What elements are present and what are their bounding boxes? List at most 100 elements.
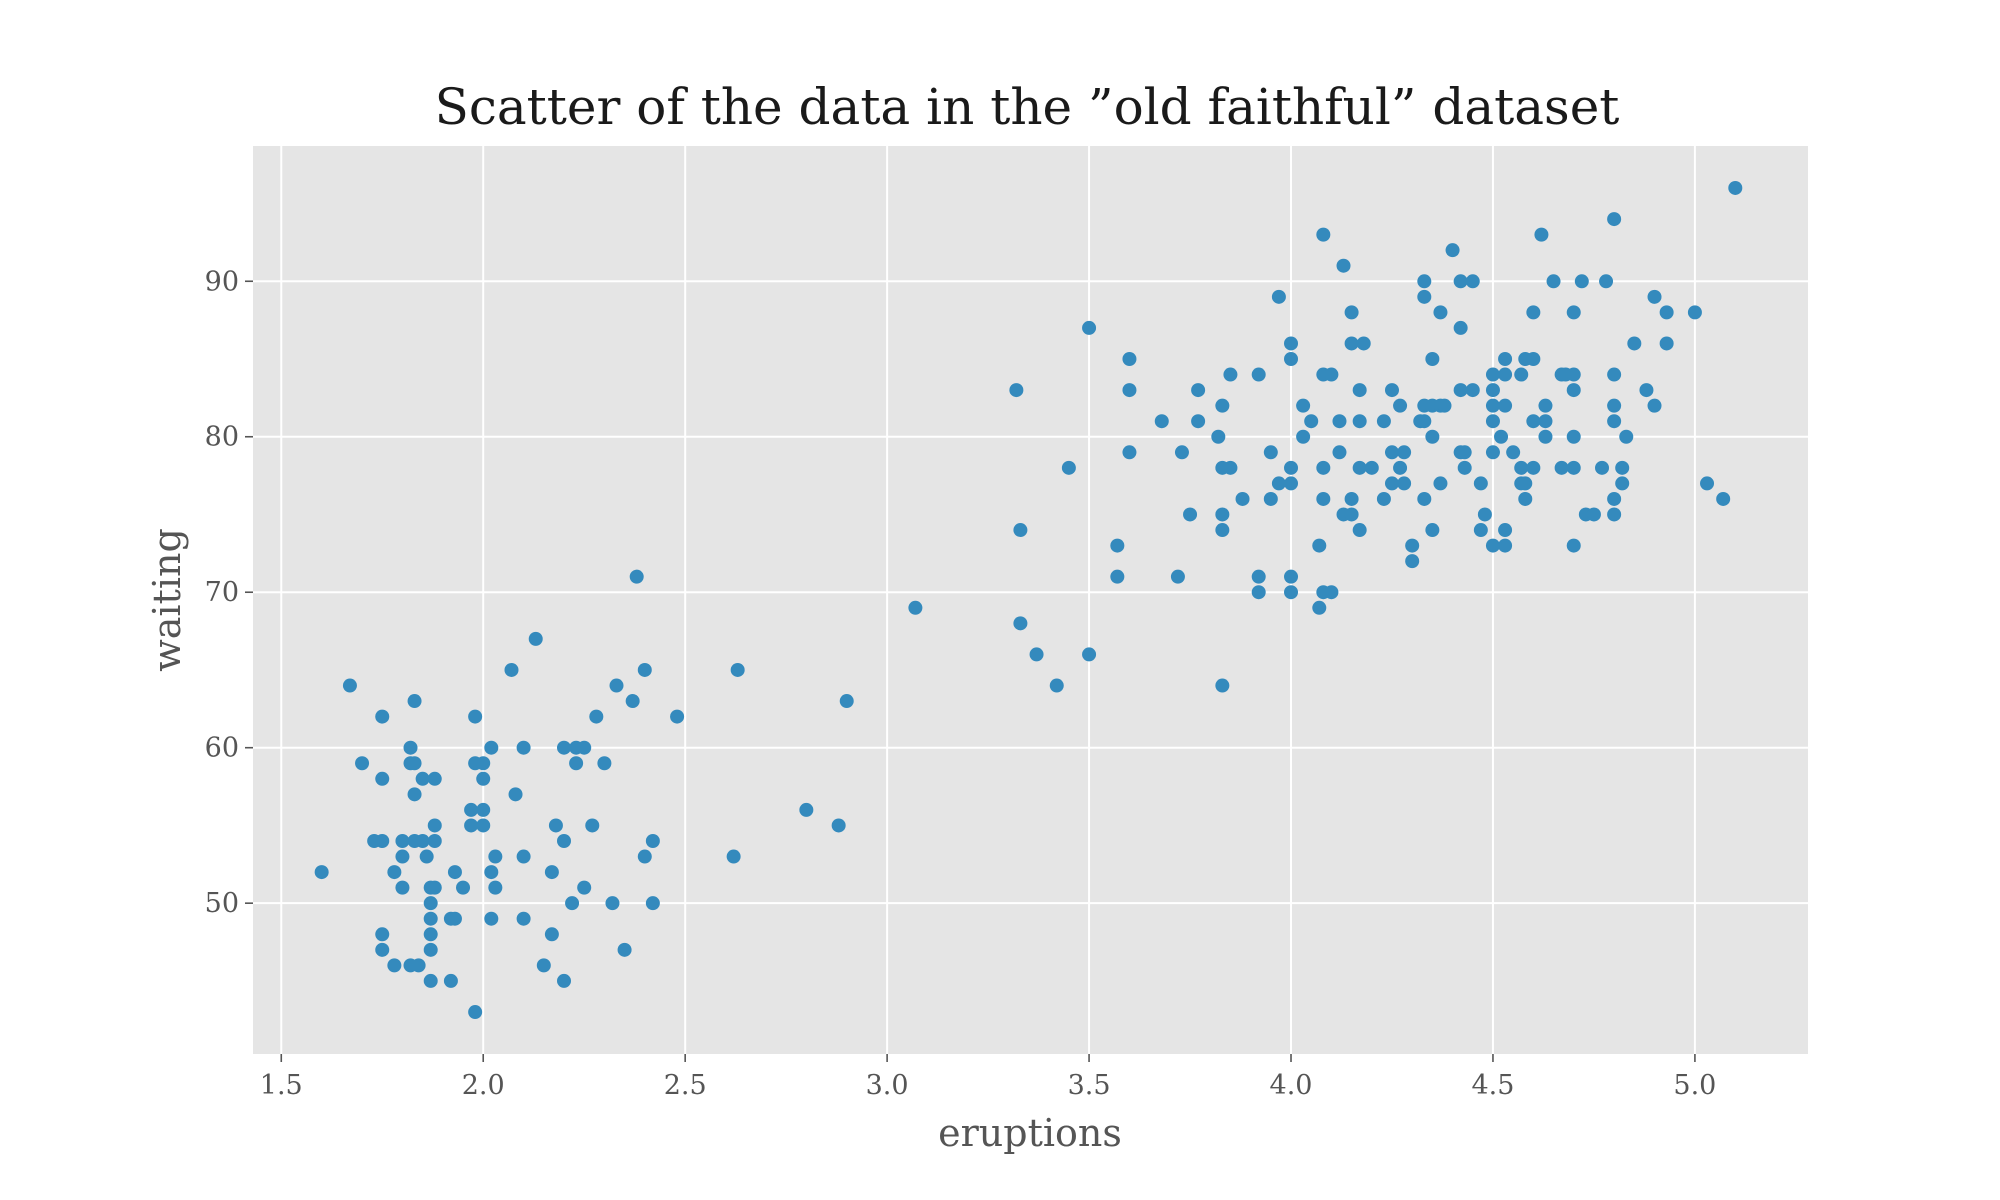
data-point (1336, 258, 1351, 273)
data-point (1615, 476, 1630, 491)
data-point (407, 787, 422, 802)
data-point (1284, 585, 1299, 600)
data-point (565, 896, 580, 911)
data-point (726, 849, 741, 864)
data-point (544, 865, 559, 880)
data-point (1417, 491, 1432, 506)
data-point (1687, 305, 1702, 320)
data-point (645, 896, 660, 911)
data-point (411, 958, 426, 973)
data-point (1324, 585, 1339, 600)
data-point (1397, 476, 1412, 491)
data-point (1013, 616, 1028, 631)
data-point (1566, 429, 1581, 444)
data-point (536, 958, 551, 973)
data-point (1296, 398, 1311, 413)
data-point (1554, 460, 1569, 475)
data-point (1607, 491, 1622, 506)
data-point (1344, 336, 1359, 351)
data-point (1566, 367, 1581, 382)
data-point (645, 833, 660, 848)
data-point (1170, 569, 1185, 584)
data-point (1332, 414, 1347, 429)
data-point (1110, 569, 1125, 584)
data-point (504, 662, 519, 677)
data-point (831, 818, 846, 833)
data-point (314, 865, 329, 880)
data-point (375, 771, 390, 786)
data-point (637, 662, 652, 677)
data-point (447, 911, 462, 926)
data-point (1223, 460, 1238, 475)
data-point (1485, 445, 1500, 460)
data-point (1284, 336, 1299, 351)
data-point (1498, 352, 1513, 367)
data-point (423, 973, 438, 988)
data-point (1122, 445, 1137, 460)
data-point (403, 740, 418, 755)
data-point (1251, 585, 1266, 600)
data-point (1566, 460, 1581, 475)
data-point (528, 631, 543, 646)
data-point (1304, 414, 1319, 429)
data-point (1215, 523, 1230, 538)
data-point (1538, 414, 1553, 429)
data-point (1514, 460, 1529, 475)
data-point (1405, 538, 1420, 553)
data-point (476, 771, 491, 786)
data-point (1498, 538, 1513, 553)
data-point (585, 818, 600, 833)
data-point (468, 1005, 483, 1020)
data-point (407, 694, 422, 709)
data-point (419, 849, 434, 864)
data-point (1534, 227, 1549, 242)
data-point (1453, 274, 1468, 289)
data-point (395, 849, 410, 864)
data-point (355, 756, 370, 771)
data-point (548, 818, 563, 833)
data-point (1271, 476, 1286, 491)
data-point (415, 833, 430, 848)
data-point (456, 880, 471, 895)
data-point (1284, 569, 1299, 584)
data-point (1494, 429, 1509, 444)
data-point (342, 678, 357, 693)
data-point (1498, 523, 1513, 538)
data-point (1191, 414, 1206, 429)
data-point (1595, 460, 1610, 475)
data-point (423, 927, 438, 942)
data-point (476, 818, 491, 833)
data-point (629, 569, 644, 584)
data-point (1417, 414, 1432, 429)
data-point (1352, 383, 1367, 398)
data-point (488, 849, 503, 864)
data-point (1344, 507, 1359, 522)
data-point (1296, 429, 1311, 444)
grid-lines (253, 146, 1808, 1054)
data-point (1417, 274, 1432, 289)
data-point (375, 833, 390, 848)
x-axis-label: eruptions (938, 1111, 1122, 1155)
data-point (1607, 507, 1622, 522)
data-point (464, 818, 479, 833)
axis-ticks: 1.5 2.0 2.5 3.0 3.5 4.0 4.5 5.0 50 60 70 80 90 (205, 266, 1717, 1101)
data-point (415, 771, 430, 786)
data-point (1263, 491, 1278, 506)
data-point (1647, 398, 1662, 413)
data-point (516, 911, 531, 926)
data-point (1251, 367, 1266, 382)
data-point (488, 880, 503, 895)
data-point (1473, 523, 1488, 538)
data-point (1215, 507, 1230, 522)
data-point (839, 694, 854, 709)
x-tick-label: 3.0 (866, 1070, 909, 1101)
data-point (799, 802, 814, 817)
y-tick-label: 90 (205, 266, 239, 297)
data-point (625, 694, 640, 709)
data-point (1183, 507, 1198, 522)
data-point (1352, 414, 1367, 429)
data-point (1223, 367, 1238, 382)
data-point (375, 927, 390, 942)
data-point (730, 662, 745, 677)
data-point (569, 756, 584, 771)
